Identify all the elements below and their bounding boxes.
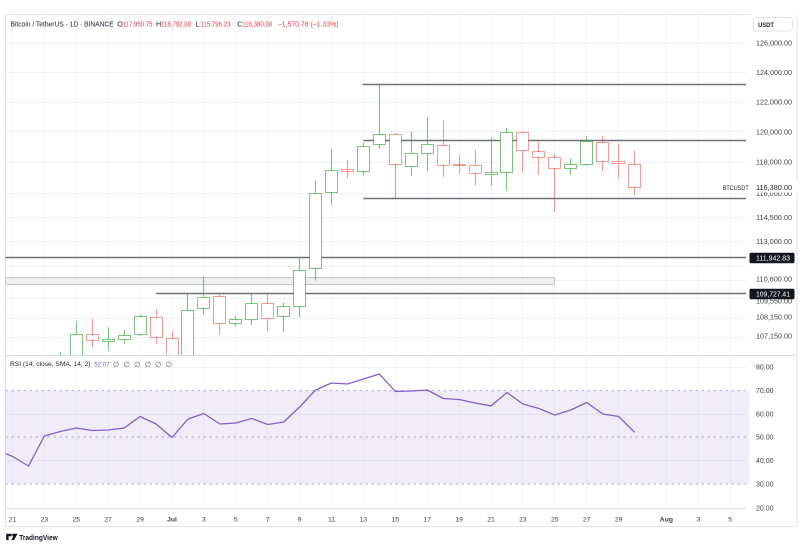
svg-text:29: 29 (136, 516, 144, 523)
svg-text:∅: ∅ (166, 360, 173, 369)
svg-text:11: 11 (328, 516, 335, 523)
svg-text:110,600.00: 110,600.00 (756, 277, 792, 284)
svg-text:120,000.00: 120,000.00 (756, 129, 792, 136)
svg-text:124,000.00: 124,000.00 (756, 70, 792, 77)
svg-text:109,727.41: 109,727.41 (756, 292, 790, 299)
svg-text:∅: ∅ (134, 360, 141, 369)
svg-text:113,000.00: 113,000.00 (756, 239, 792, 246)
svg-text:107,150.00: 107,150.00 (756, 334, 792, 341)
svg-text:52.07: 52.07 (94, 361, 110, 368)
svg-text:50.00: 50.00 (756, 435, 774, 442)
svg-text:5: 5 (728, 516, 732, 523)
svg-text:70.00: 70.00 (756, 388, 774, 395)
svg-text:116,380.00: 116,380.00 (756, 185, 792, 192)
svg-text:21: 21 (487, 516, 495, 523)
svg-text:BTCUSDT: BTCUSDT (723, 185, 749, 192)
svg-text:122,000.00: 122,000.00 (756, 100, 792, 107)
svg-text:13: 13 (360, 516, 368, 523)
svg-text:TradingView: TradingView (19, 533, 58, 542)
svg-text:116,380.00: 116,380.00 (242, 20, 272, 29)
svg-text:Bitcoin / TetherUS · 1D · BINA: Bitcoin / TetherUS · 1D · BINANCE (11, 20, 114, 29)
svg-text:23: 23 (519, 516, 527, 523)
svg-text:3: 3 (697, 516, 701, 523)
svg-text:∅: ∅ (155, 360, 162, 369)
svg-text:27: 27 (104, 516, 112, 523)
svg-text:−1,570.76 (−1.33%): −1,570.76 (−1.33%) (278, 20, 339, 29)
svg-text:21: 21 (9, 516, 17, 523)
svg-text:25: 25 (551, 516, 559, 523)
svg-text:117,950.75: 117,950.75 (123, 20, 153, 29)
svg-text:108,150.00: 108,150.00 (756, 315, 792, 322)
svg-text:109,550.00: 109,550.00 (756, 298, 792, 305)
svg-text:5: 5 (234, 516, 238, 523)
svg-text:RSI (14, close, SMA, 14, 2): RSI (14, close, SMA, 14, 2) (10, 361, 91, 368)
svg-text:9: 9 (298, 516, 302, 523)
svg-text:25: 25 (73, 516, 81, 523)
svg-text:29: 29 (615, 516, 623, 523)
svg-text:116,000.00: 116,000.00 (756, 191, 792, 198)
svg-text:∅: ∅ (124, 360, 131, 369)
svg-text:40.00: 40.00 (756, 458, 774, 465)
svg-text:∅: ∅ (145, 360, 152, 369)
svg-text:118,000.00: 118,000.00 (756, 160, 792, 167)
svg-text:20.00: 20.00 (756, 506, 774, 513)
svg-text:L: L (196, 20, 200, 29)
svg-text:USDT: USDT (758, 22, 774, 29)
svg-text:H: H (156, 20, 161, 29)
svg-text:17: 17 (423, 516, 431, 523)
svg-text:60.00: 60.00 (756, 412, 774, 419)
svg-text:15: 15 (392, 516, 400, 523)
svg-text:111,942.83: 111,942.83 (756, 256, 790, 263)
svg-text:∅: ∅ (113, 360, 120, 369)
svg-text:114,500.00: 114,500.00 (756, 215, 792, 222)
svg-text:118,792.00: 118,792.00 (161, 20, 191, 29)
svg-text:126,000.00: 126,000.00 (756, 41, 792, 48)
svg-text:O: O (117, 20, 123, 29)
svg-text:7: 7 (266, 516, 270, 523)
svg-text:19: 19 (455, 516, 463, 523)
svg-text:30.00: 30.00 (756, 482, 774, 489)
svg-text:115,796.23: 115,796.23 (201, 20, 231, 29)
svg-text:Aug: Aug (660, 516, 673, 523)
svg-text:27: 27 (583, 516, 591, 523)
svg-text:80.00: 80.00 (756, 365, 774, 372)
svg-text:C: C (237, 20, 242, 29)
svg-text:23: 23 (41, 516, 49, 523)
svg-text:Jul: Jul (167, 516, 177, 523)
svg-text:3: 3 (202, 516, 206, 523)
